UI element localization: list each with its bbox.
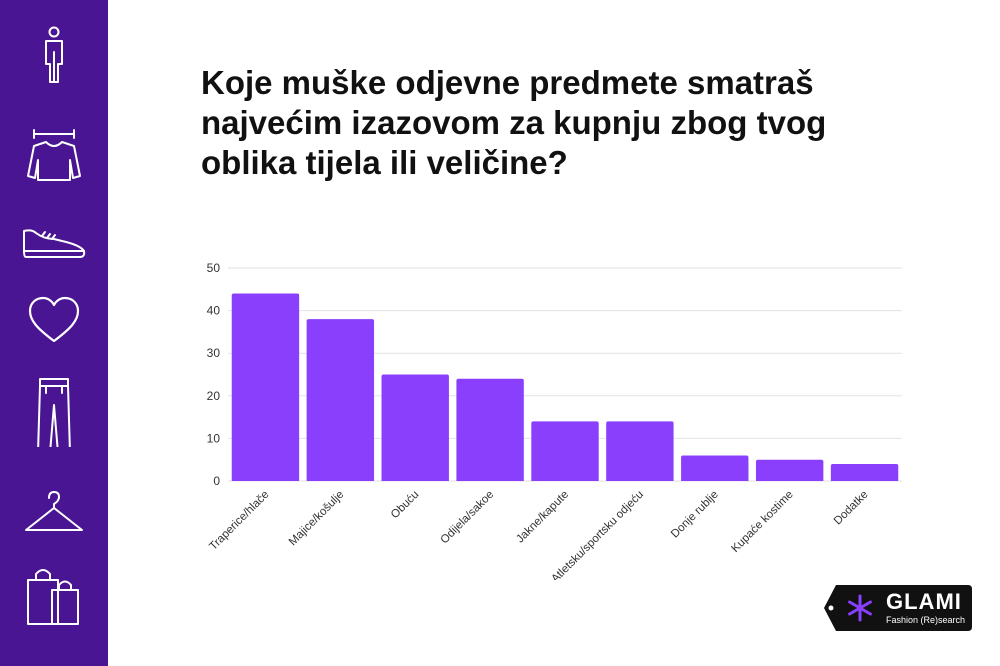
bar (381, 374, 449, 481)
bar (681, 455, 749, 481)
sneaker-icon (18, 205, 90, 277)
asterisk-icon (848, 594, 872, 622)
bar (830, 463, 899, 481)
x-tick-label: Jakne/kapute (514, 489, 571, 546)
bar (456, 378, 524, 481)
x-tick-label: Odijela/sakoe (438, 489, 496, 547)
bar (755, 459, 824, 481)
pants-icon (18, 375, 90, 447)
y-tick-label: 30 (207, 346, 221, 360)
logo-tagline: Fashion (Re)search (886, 615, 966, 625)
logo-badge (824, 585, 972, 631)
page-title: Koje muške odjevne predmete smatraš najv… (201, 64, 827, 181)
shopping-bags-icon (18, 560, 90, 632)
y-tick-label: 40 (207, 304, 221, 318)
x-tick-label: Dodatke (832, 489, 871, 528)
y-tick-label: 20 (207, 389, 221, 403)
person-icon (18, 12, 90, 84)
hanger-icon (18, 478, 90, 550)
y-tick-label: 50 (207, 261, 221, 275)
x-tick-label: Kupaće kostime (729, 489, 795, 555)
y-tick-label: 0 (213, 474, 220, 488)
glami-logo: GLAMI Fashion (Re)search (822, 583, 974, 633)
bar (531, 421, 599, 481)
y-tick-label: 10 (207, 431, 221, 445)
bar-chart: 0 10 20 30 40 50 Traperice/hlače Majice/košulje… (207, 261, 902, 580)
x-tick-label: Obuću (389, 489, 421, 521)
x-tick-label: Donje rublje (669, 489, 721, 541)
sweater-icon (18, 120, 90, 192)
x-tick-label: Traperice/hlače (207, 489, 271, 553)
bar (606, 421, 674, 481)
bar (231, 293, 300, 481)
x-tick-label: Majice/košulje (287, 489, 347, 549)
sidebar (0, 0, 108, 666)
bar (306, 319, 375, 481)
logo-name: GLAMI (886, 589, 962, 614)
heart-icon (18, 283, 90, 355)
